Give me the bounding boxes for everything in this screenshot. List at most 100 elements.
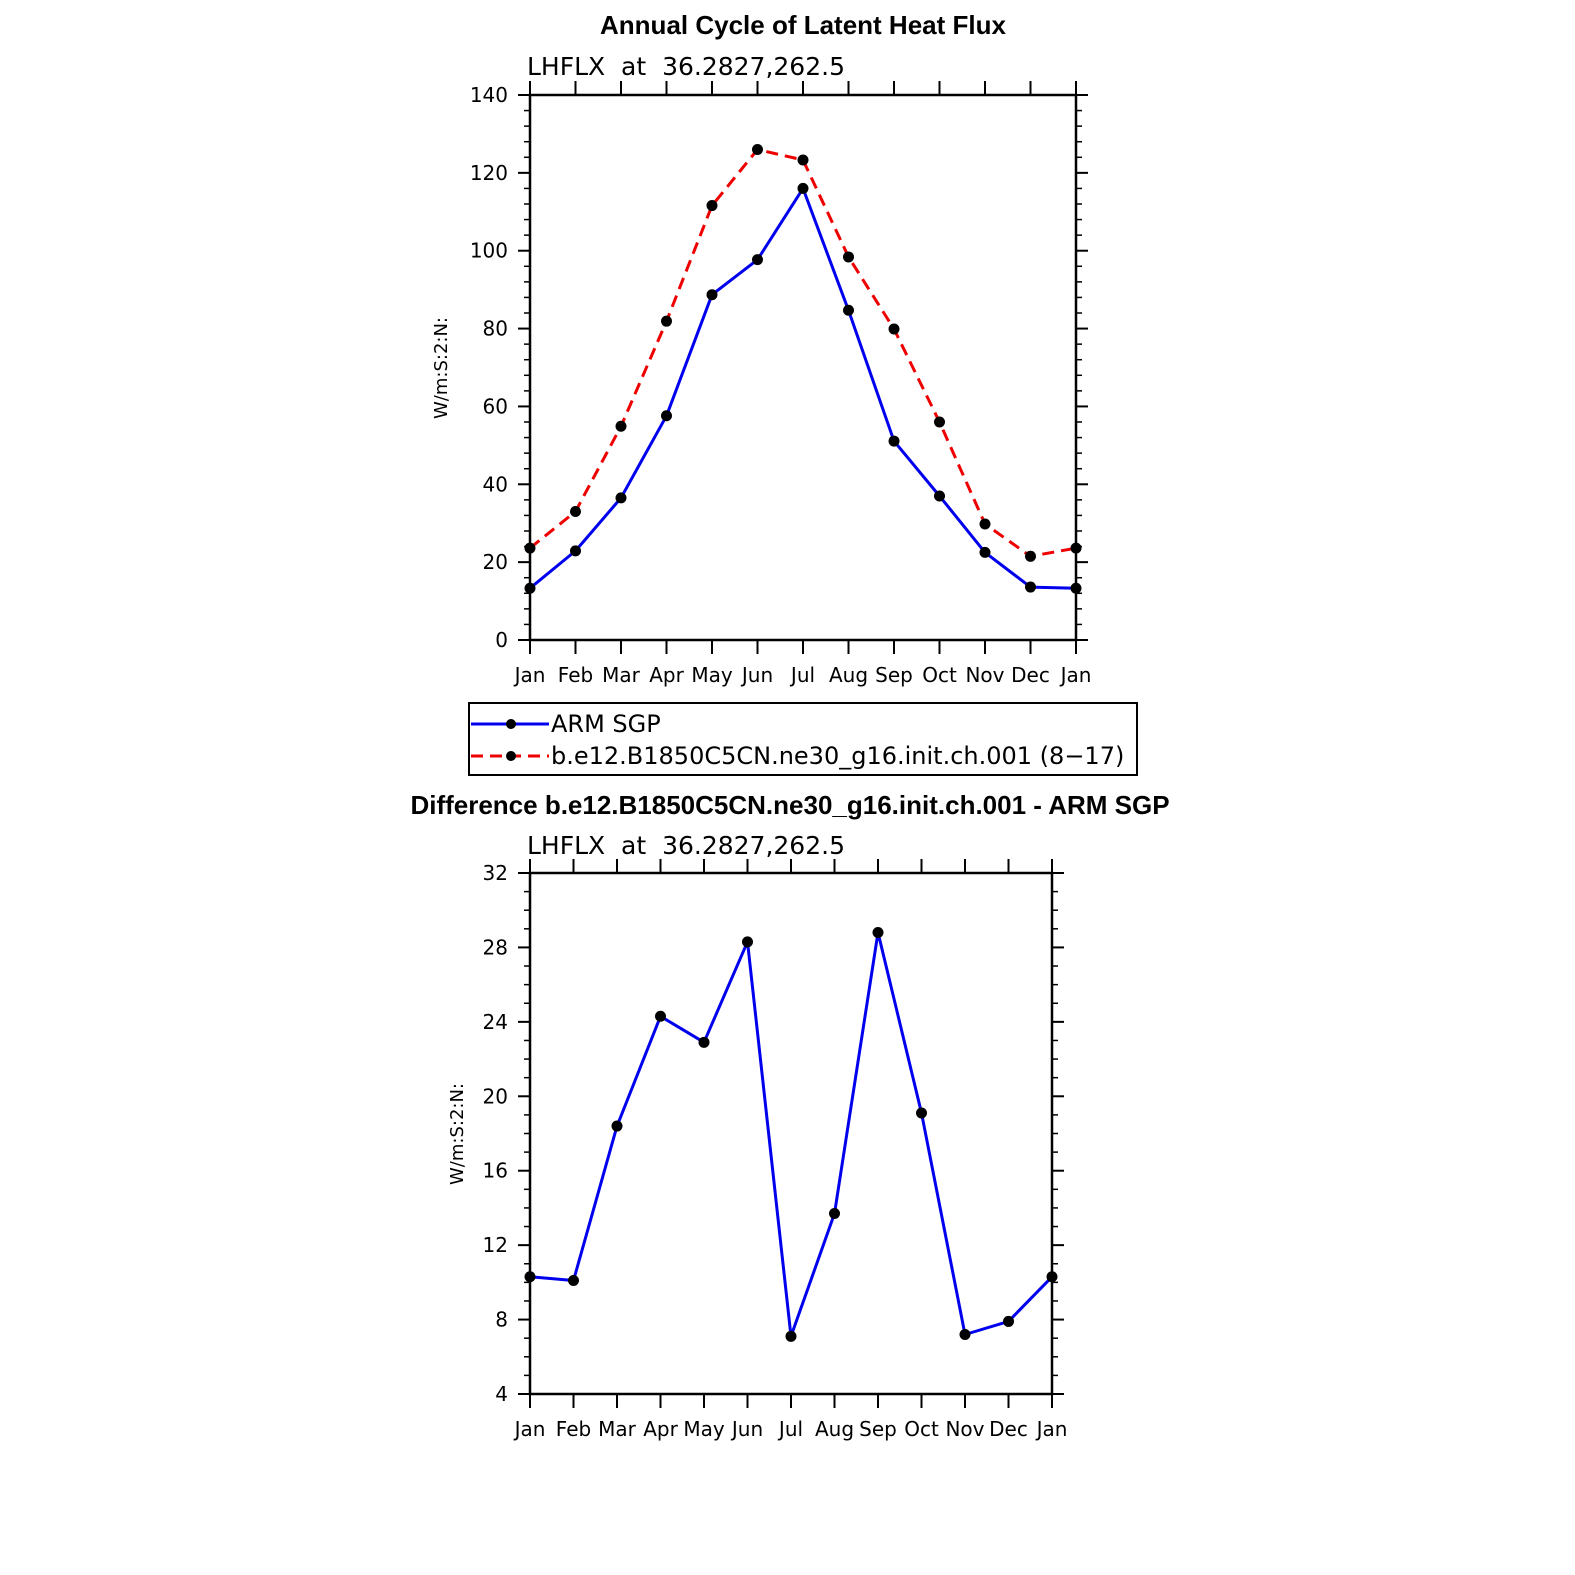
x-tick-label: Jun <box>740 663 773 687</box>
x-tick-label: Aug <box>815 1417 854 1441</box>
x-tick-label: Feb <box>558 663 593 687</box>
data-point <box>706 289 718 301</box>
x-tick-label: Jul <box>789 663 815 687</box>
series-line <box>529 148 1077 558</box>
data-point <box>1070 582 1082 594</box>
x-tick-label: Oct <box>904 1417 939 1441</box>
y-axis-label: W/m:S:2:N: <box>447 1083 468 1185</box>
data-point <box>1003 1315 1014 1327</box>
data-point <box>829 1208 840 1220</box>
x-tick-label: Sep <box>859 1417 897 1441</box>
x-tick-label: Jul <box>777 1417 803 1441</box>
x-tick-label: Jan <box>513 663 546 687</box>
data-point <box>661 315 672 327</box>
y-tick-label: 28 <box>483 935 508 959</box>
data-point <box>615 420 627 432</box>
data-point <box>524 542 536 554</box>
data-point <box>843 304 854 316</box>
data-point <box>797 182 809 194</box>
y-tick-label: 120 <box>470 161 508 185</box>
y-tick-label: 100 <box>470 239 508 263</box>
data-point <box>742 936 753 948</box>
data-point <box>570 545 581 557</box>
chart-subtitle: LHFLX at 36.2827,262.5 <box>527 831 845 860</box>
legend-label-arm-sgp: ARM SGP <box>551 710 661 738</box>
series-line <box>529 186 1077 590</box>
legend-label-model: b.e12.B1850C5CN.ne30_g16.init.ch.001 (8−… <box>551 742 1124 770</box>
x-tick-label: Jan <box>513 1417 546 1441</box>
data-point <box>655 1010 666 1022</box>
data-point <box>979 518 991 530</box>
data-point <box>1025 581 1036 593</box>
data-point <box>661 410 672 422</box>
data-point <box>706 200 718 212</box>
y-tick-label: 60 <box>483 394 508 418</box>
y-tick-label: 16 <box>483 1159 508 1183</box>
y-tick-label: 80 <box>483 317 508 341</box>
data-point <box>698 1036 710 1048</box>
chart-title: Difference b.e12.B1850C5CN.ne30_g16.init… <box>410 790 1169 820</box>
annual-cycle-chart: Annual Cycle of Latent Heat Flux LHFLX a… <box>431 10 1091 687</box>
data-point <box>797 154 809 166</box>
x-tick-label: Mar <box>602 663 641 687</box>
plot-frame <box>528 871 1054 1396</box>
data-point <box>916 1107 927 1119</box>
legend: ARM SGP b.e12.B1850C5CN.ne30_g16.init.ch… <box>468 702 1138 776</box>
y-tick-label: 20 <box>483 1084 508 1108</box>
y-tick-label: 20 <box>483 550 508 574</box>
data-point <box>752 144 763 155</box>
x-tick-label: May <box>683 1417 725 1441</box>
data-point <box>524 582 536 594</box>
x-tick-label: Dec <box>1011 663 1050 687</box>
y-tick-label: 40 <box>483 472 508 496</box>
data-point <box>611 1120 623 1132</box>
data-point <box>934 416 945 428</box>
data-point <box>615 492 627 504</box>
data-point <box>959 1328 971 1340</box>
y-tick-label: 32 <box>483 861 508 885</box>
y-tick-label: 140 <box>470 83 508 107</box>
x-tick-label: Sep <box>875 663 913 687</box>
chart-subtitle: LHFLX at 36.2827,262.5 <box>527 52 845 81</box>
x-tick-label: Nov <box>945 1417 984 1441</box>
data-point <box>568 1274 579 1286</box>
data-point <box>1070 542 1082 554</box>
x-tick-label: Aug <box>829 663 868 687</box>
data-point <box>1046 1271 1058 1283</box>
data-point <box>1025 550 1036 562</box>
x-tick-label: Jan <box>1059 663 1092 687</box>
x-tick-label: May <box>691 663 733 687</box>
series-line <box>529 931 1054 1338</box>
y-tick-label: 8 <box>495 1308 508 1332</box>
x-tick-label: Apr <box>649 663 684 687</box>
data-point <box>785 1330 797 1342</box>
y-tick-label: 12 <box>483 1233 508 1257</box>
x-tick-label: Feb <box>556 1417 591 1441</box>
data-point <box>934 490 945 502</box>
legend-marker-arm-sgp <box>506 719 516 729</box>
legend-box <box>468 702 1138 776</box>
data-point <box>843 251 854 263</box>
x-tick-label: Oct <box>922 663 957 687</box>
chart-title: Annual Cycle of Latent Heat Flux <box>600 10 1006 40</box>
x-tick-label: Nov <box>965 663 1004 687</box>
data-point <box>979 546 991 558</box>
data-point <box>872 927 884 939</box>
difference-chart: Difference b.e12.B1850C5CN.ne30_g16.init… <box>410 790 1169 1441</box>
data-point <box>570 506 581 518</box>
y-axis-label: W/m:S:2:N: <box>431 317 452 419</box>
legend-marker-model <box>506 751 516 761</box>
x-tick-label: Dec <box>989 1417 1028 1441</box>
y-tick-label: 24 <box>483 1010 508 1034</box>
x-tick-label: Apr <box>643 1417 678 1441</box>
data-point <box>524 1271 536 1283</box>
x-tick-label: Jun <box>730 1417 763 1441</box>
y-tick-label: 0 <box>495 628 508 652</box>
x-tick-label: Jan <box>1035 1417 1068 1441</box>
data-point <box>888 435 900 447</box>
x-tick-label: Mar <box>598 1417 637 1441</box>
data-point <box>888 323 900 335</box>
data-point <box>752 254 763 266</box>
y-tick-label: 4 <box>495 1382 508 1406</box>
